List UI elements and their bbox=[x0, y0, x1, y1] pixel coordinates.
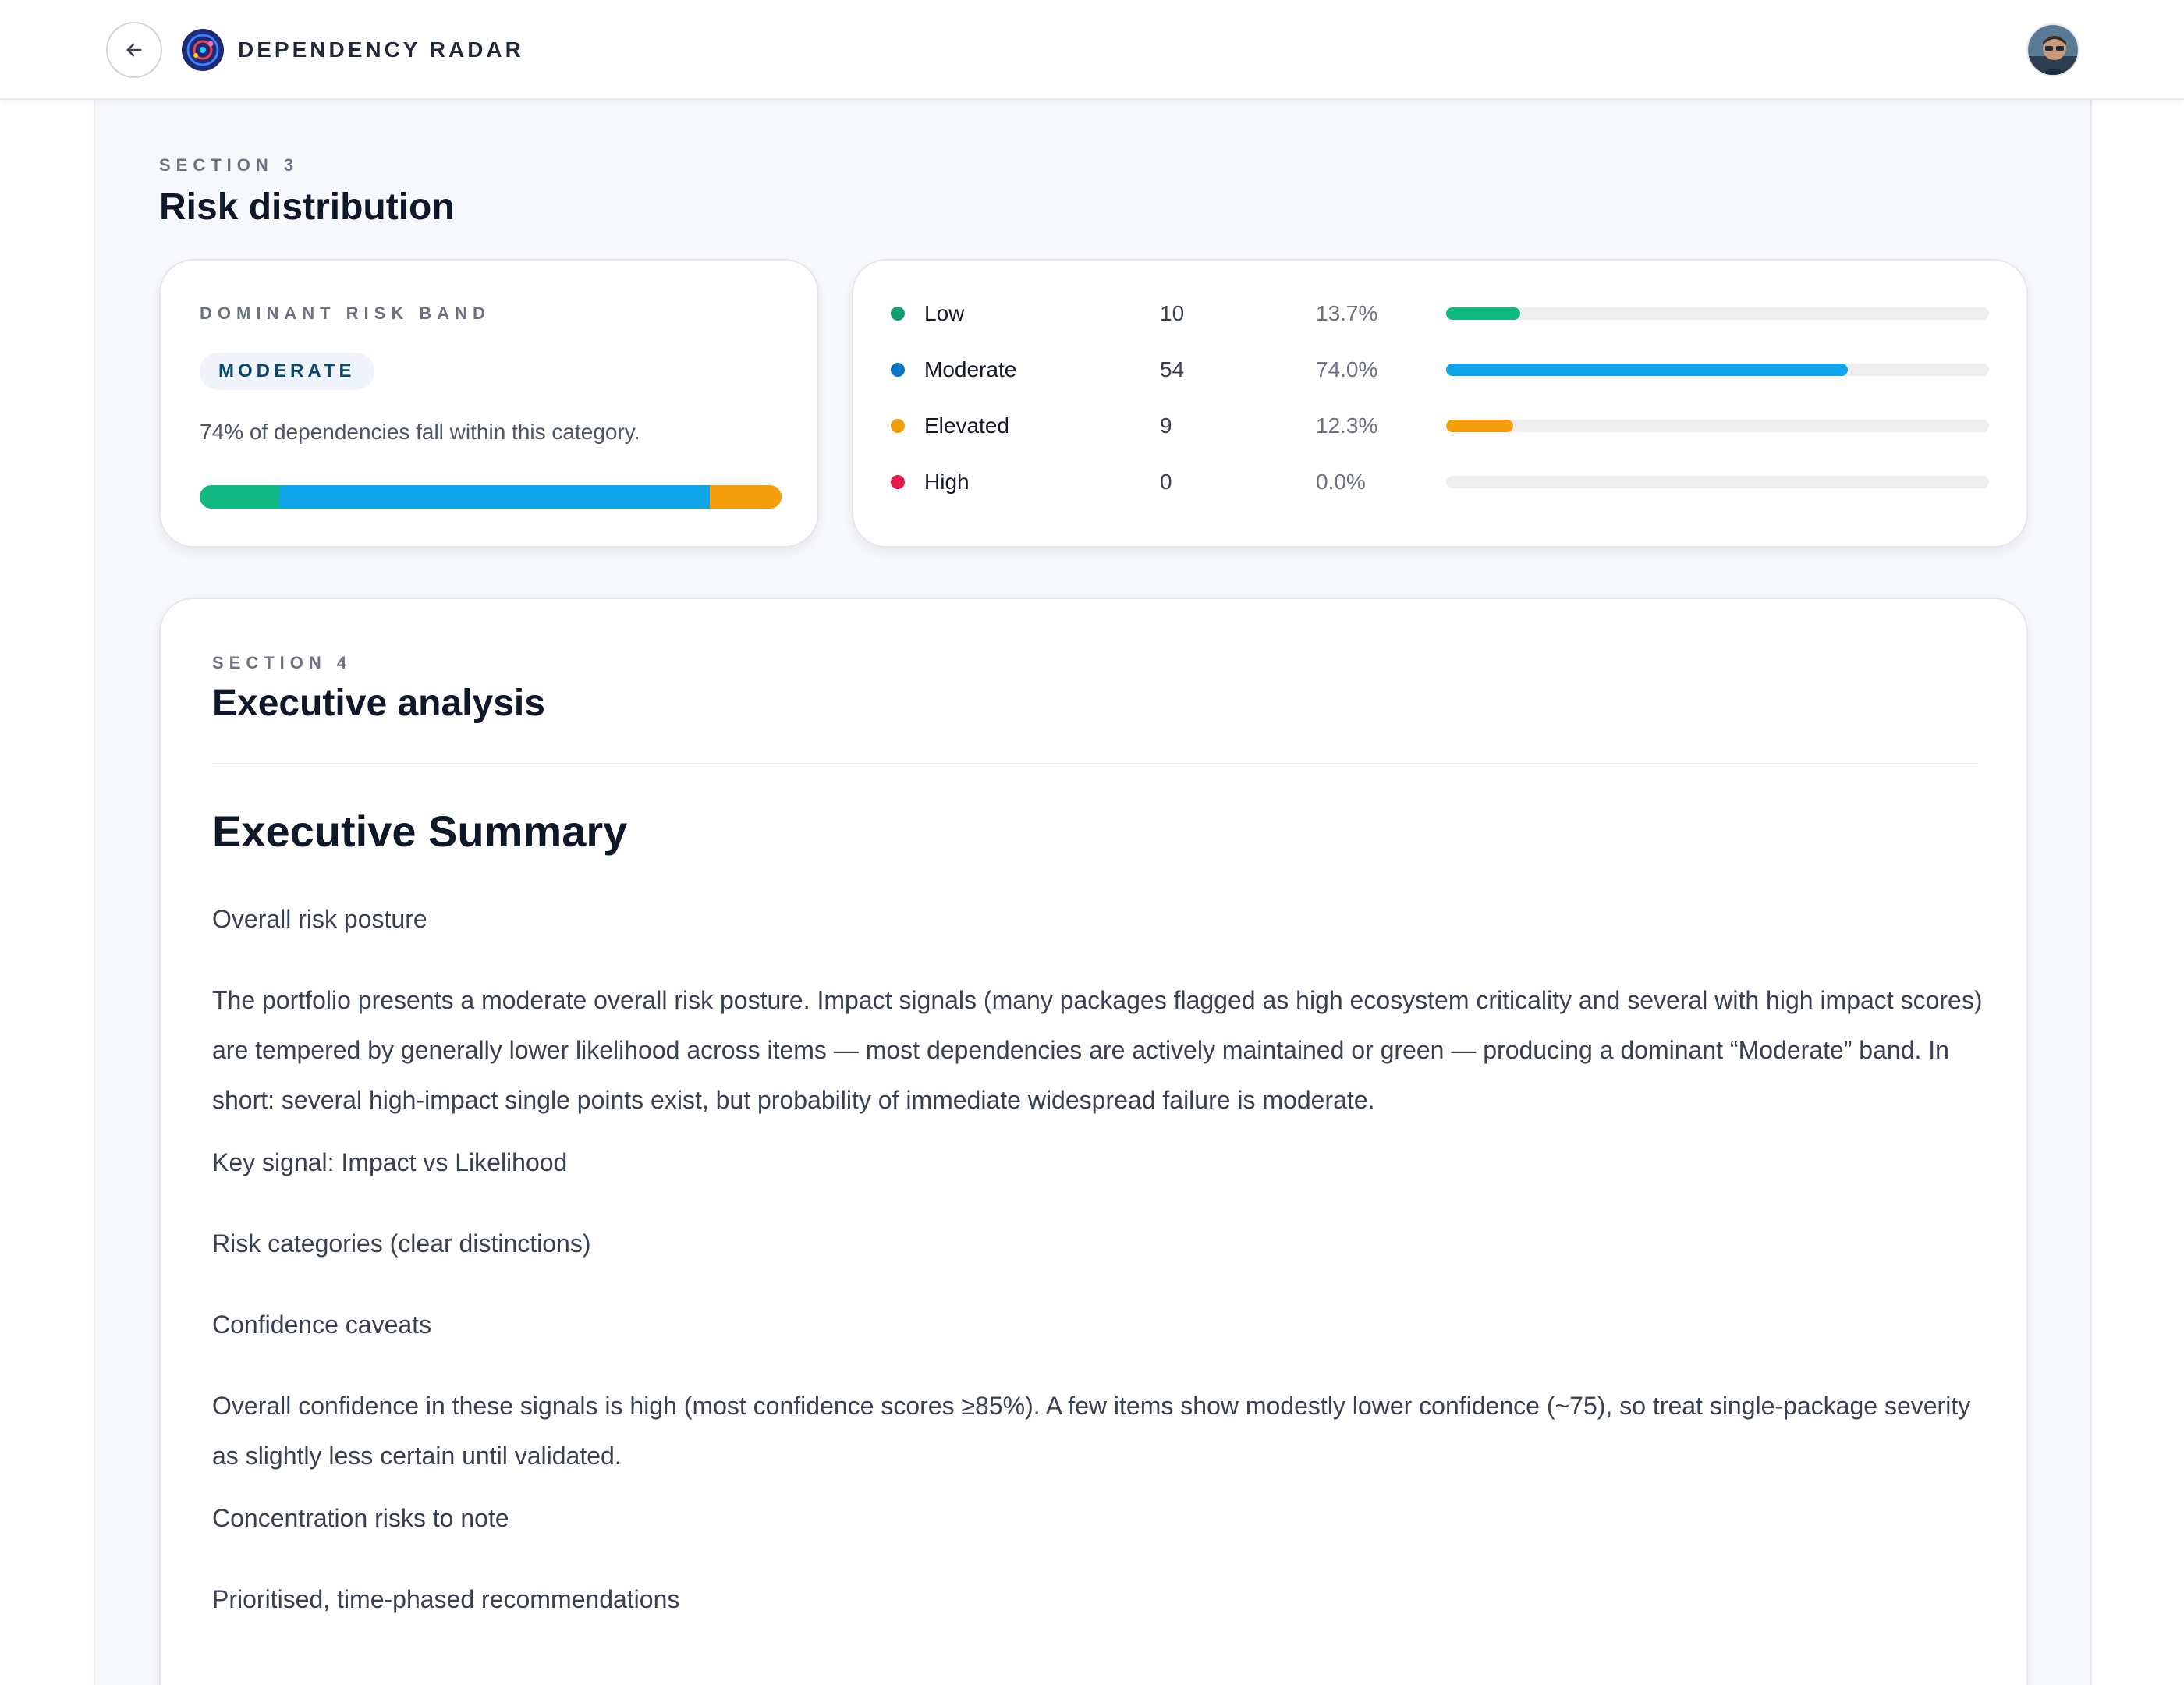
risk-percent-high: 0.0% bbox=[1316, 470, 1366, 494]
risk-dot-high bbox=[891, 475, 905, 489]
app-title: DEPENDENCY RADAR bbox=[238, 37, 524, 62]
risk-row-moderate: Moderate 54 74.0% bbox=[853, 348, 2026, 392]
risk-label-high: High bbox=[924, 470, 970, 494]
executive-summary-heading: Executive Summary bbox=[212, 807, 628, 856]
risk-count-elevated: 9 bbox=[1160, 413, 1172, 438]
dominant-band-description: 74% of dependencies fall within this cat… bbox=[200, 420, 640, 444]
back-button[interactable] bbox=[106, 22, 162, 78]
risk-count-high: 0 bbox=[1160, 470, 1172, 494]
risk-bar-track-moderate bbox=[1446, 364, 1989, 376]
section-divider bbox=[212, 763, 1978, 764]
report-container: SECTION 3 Risk distribution DOMINANT RIS… bbox=[94, 100, 2092, 1685]
risk-percent-elevated: 12.3% bbox=[1316, 413, 1378, 438]
risk-distribution-card: Low 10 13.7% Moderate 54 74.0% Elevated 9 12.3% H… bbox=[852, 259, 2028, 548]
risk-bar-fill-elevated bbox=[1446, 420, 1513, 432]
risk-bar-fill-moderate bbox=[1446, 364, 1849, 376]
risk-dot-elevated bbox=[891, 419, 905, 433]
risk-label-elevated: Elevated bbox=[924, 413, 1009, 438]
avatar[interactable] bbox=[2026, 23, 2079, 76]
dominant-risk-card: DOMINANT RISK BAND MODERATE 74% of depen… bbox=[159, 259, 819, 548]
user-avatar-icon bbox=[2028, 25, 2078, 75]
risk-bar-track-elevated bbox=[1446, 420, 1989, 432]
arrow-left-icon bbox=[126, 43, 142, 57]
risk-dot-moderate bbox=[891, 363, 905, 377]
section-3-eyebrow: SECTION 3 bbox=[159, 155, 300, 175]
risk-dot-low bbox=[891, 307, 905, 321]
paragraph-portfolio-summary: The portfolio presents a moderate overal… bbox=[212, 986, 1983, 1114]
risk-label-low: Low bbox=[924, 301, 965, 325]
paragraph-risk-categories: Risk categories (clear distinctions) bbox=[212, 1229, 591, 1258]
executive-analysis-card: SECTION 4 Executive analysis Executive S… bbox=[159, 598, 2028, 1685]
risk-bar-track-low bbox=[1446, 307, 1989, 320]
paragraph-confidence-detail: Overall confidence in these signals is h… bbox=[212, 1392, 1971, 1470]
risk-row-elevated: Elevated 9 12.3% bbox=[853, 404, 2026, 448]
paragraph-concentration-risks: Concentration risks to note bbox=[212, 1504, 509, 1532]
paragraph-key-signal: Key signal: Impact vs Likelihood bbox=[212, 1148, 568, 1176]
paragraph-confidence-caveats: Confidence caveats bbox=[212, 1311, 432, 1339]
section-3-title: Risk distribution bbox=[159, 186, 455, 228]
paragraph-recommendations: Prioritised, time-phased recommendations bbox=[212, 1585, 680, 1613]
stack-segment-elevated bbox=[710, 485, 782, 509]
risk-row-high: High 0 0.0% bbox=[853, 460, 2026, 504]
risk-bar-track-high bbox=[1446, 476, 1989, 488]
paragraph-overall-risk-posture: Overall risk posture bbox=[212, 905, 427, 933]
dominant-risk-label: DOMINANT RISK BAND bbox=[200, 303, 491, 323]
stack-segment-low bbox=[200, 485, 280, 509]
risk-count-moderate: 54 bbox=[1160, 357, 1185, 381]
risk-label-moderate: Moderate bbox=[924, 357, 1017, 381]
risk-percent-low: 13.7% bbox=[1316, 301, 1378, 325]
dominant-band-badge: MODERATE bbox=[200, 353, 374, 390]
section-4-eyebrow: SECTION 4 bbox=[212, 653, 353, 672]
risk-bar-fill-low bbox=[1446, 307, 1521, 320]
risk-count-low: 10 bbox=[1160, 301, 1185, 325]
stack-segment-moderate bbox=[279, 485, 711, 509]
risk-stacked-bar bbox=[200, 485, 782, 509]
top-bar: DEPENDENCY RADAR bbox=[0, 0, 2184, 100]
section-4-title: Executive analysis bbox=[212, 683, 545, 724]
radar-logo-icon bbox=[182, 29, 224, 71]
risk-percent-moderate: 74.0% bbox=[1316, 357, 1378, 381]
risk-row-low: Low 10 13.7% bbox=[853, 292, 2026, 335]
